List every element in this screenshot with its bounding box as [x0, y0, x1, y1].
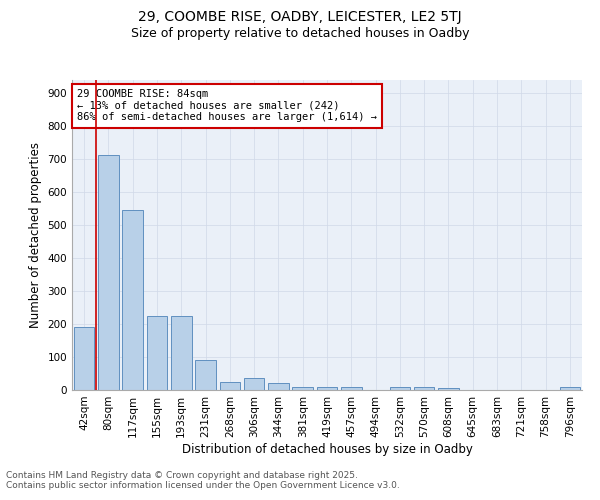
Bar — [171, 316, 191, 390]
Bar — [438, 388, 459, 390]
Bar — [389, 388, 410, 390]
Text: 29 COOMBE RISE: 84sqm
← 13% of detached houses are smaller (242)
86% of semi-det: 29 COOMBE RISE: 84sqm ← 13% of detached … — [77, 90, 377, 122]
Bar — [195, 360, 216, 390]
X-axis label: Distribution of detached houses by size in Oadby: Distribution of detached houses by size … — [182, 442, 472, 456]
Bar — [98, 155, 119, 390]
Text: 29, COOMBE RISE, OADBY, LEICESTER, LE2 5TJ: 29, COOMBE RISE, OADBY, LEICESTER, LE2 5… — [138, 10, 462, 24]
Text: Contains HM Land Registry data © Crown copyright and database right 2025.
Contai: Contains HM Land Registry data © Crown c… — [6, 470, 400, 490]
Text: Size of property relative to detached houses in Oadby: Size of property relative to detached ho… — [131, 28, 469, 40]
Bar — [74, 328, 94, 390]
Bar — [268, 382, 289, 390]
Bar — [560, 388, 580, 390]
Bar — [414, 386, 434, 390]
Bar — [292, 386, 313, 390]
Bar — [146, 316, 167, 390]
Bar — [317, 386, 337, 390]
Bar — [220, 382, 240, 390]
Bar — [341, 386, 362, 390]
Bar — [122, 210, 143, 390]
Bar — [244, 378, 265, 390]
Y-axis label: Number of detached properties: Number of detached properties — [29, 142, 42, 328]
